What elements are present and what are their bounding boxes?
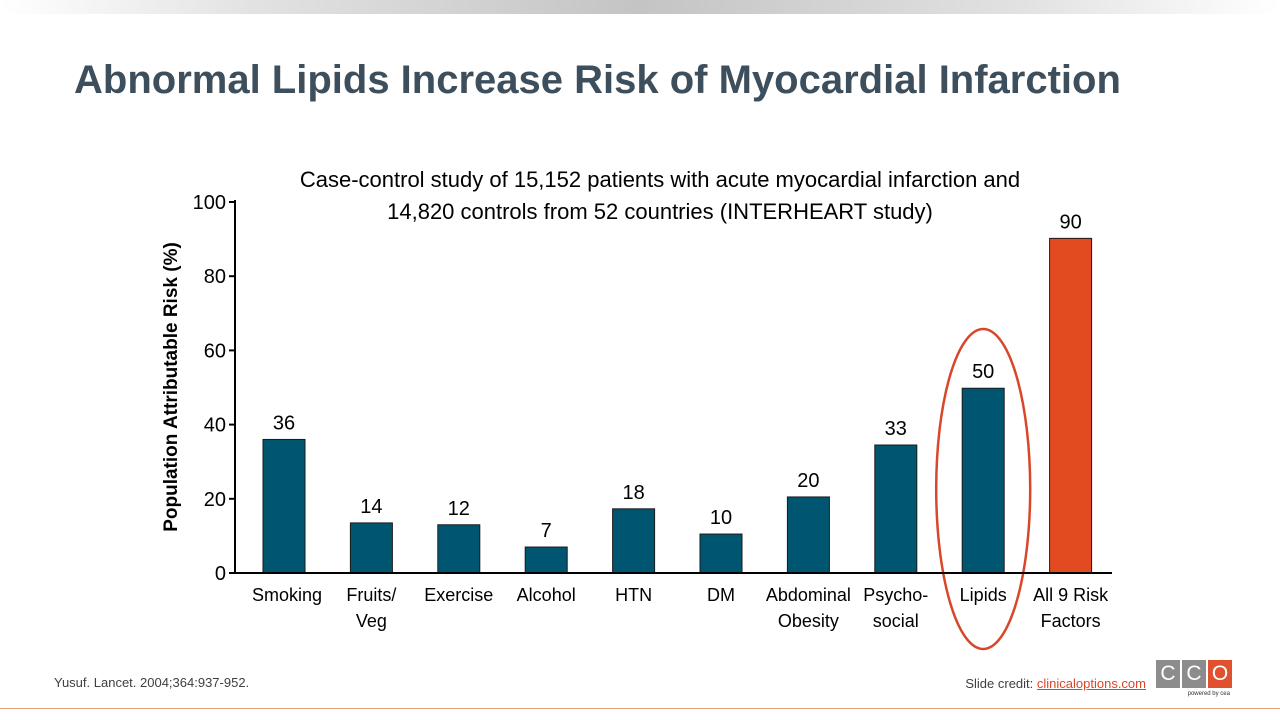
bar (699, 533, 743, 574)
logo-letter: C (1182, 660, 1206, 688)
data-label: 7 (541, 520, 552, 542)
bottom-divider (0, 708, 1280, 709)
x-tick-label: Exercise (424, 585, 493, 605)
x-tick-label: Lipids (960, 585, 1007, 605)
bar (612, 508, 656, 574)
data-label: 14 (360, 496, 382, 518)
reference-citation: Yusuf. Lancet. 2004;364:937-952. (54, 675, 250, 690)
data-label: 50 (972, 361, 994, 383)
x-tick-label: Smoking (252, 585, 322, 605)
chart-subtitle-line: 14,820 controls from 52 countries (INTER… (387, 199, 933, 224)
bar (961, 387, 1005, 574)
slide-credit: Slide credit: clinicaloptions.com (965, 676, 1146, 691)
clinicaloptions-link[interactable]: clinicaloptions.com (1036, 676, 1146, 691)
y-tick-label: 80 (204, 266, 226, 288)
x-tick-label: Veg (356, 611, 387, 631)
data-label: 12 (448, 498, 470, 520)
x-tick-label: HTN (615, 585, 652, 605)
x-tick-label: Fruits/ (346, 585, 396, 605)
slide-title: Abnormal Lipids Increase Risk of Myocard… (74, 58, 1121, 102)
bar (524, 546, 568, 574)
x-tick-label: Abdominal (766, 585, 851, 605)
bar (786, 496, 830, 574)
chart-subtitle: Case-control study of 15,152 patients wi… (200, 164, 1120, 228)
data-label: 36 (273, 412, 295, 434)
x-tick-label: Factors (1041, 611, 1101, 631)
x-tick-label: DM (707, 585, 735, 605)
y-tick-label: 20 (204, 489, 226, 511)
y-axis: 0 20 40 60 80 100 (193, 192, 236, 585)
data-label: 33 (885, 418, 907, 440)
x-tick-label: Psycho- (863, 585, 928, 605)
logo-letter: C (1156, 660, 1180, 688)
y-tick-label: 40 (204, 415, 226, 437)
bar (262, 438, 306, 574)
logo-tagline: powered by cea (1187, 691, 1230, 697)
data-label: 10 (710, 507, 732, 529)
chart-subtitle-line: Case-control study of 15,152 patients wi… (299, 167, 1021, 192)
y-tick-label: 100 (193, 192, 226, 214)
x-tick-label: All 9 Risk (1033, 585, 1109, 605)
bar (349, 522, 393, 574)
bars: 36 14 12 7 18 10 20 33 50 90 (262, 211, 1093, 651)
y-tick-label: 0 (215, 563, 226, 585)
y-tick-label: 60 (204, 340, 226, 362)
data-label: 90 (1059, 211, 1081, 233)
slide-credit-label: Slide credit: (965, 676, 1037, 691)
x-tick-label: Alcohol (517, 585, 576, 605)
y-axis-label: Population Attributable Risk (%) (161, 242, 182, 532)
highlight-ellipse (934, 327, 1032, 651)
bar (437, 524, 481, 574)
cco-logo: C C O powered by cea (1156, 660, 1234, 704)
data-label: 18 (622, 482, 644, 504)
x-axis: Smoking Fruits/Veg Exercise Alcohol HTN DM Abd… (235, 572, 1112, 631)
top-gradient-bar (0, 0, 1280, 14)
bar (1049, 237, 1093, 574)
logo-letter: O (1208, 660, 1232, 688)
x-tick-label: Obesity (778, 611, 839, 631)
bar (874, 444, 918, 574)
data-label: 20 (797, 470, 819, 492)
x-tick-label: social (873, 611, 919, 631)
